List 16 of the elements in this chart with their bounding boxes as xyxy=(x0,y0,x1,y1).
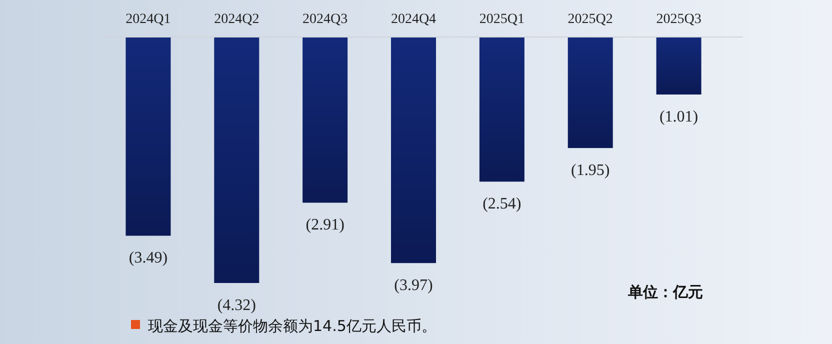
x-tick-label: 2025Q1 xyxy=(479,12,524,27)
x-tick-label: 2024Q3 xyxy=(302,12,348,27)
data-label: (4.32) xyxy=(217,297,256,314)
data-label: (1.01) xyxy=(659,108,698,126)
data-label: (3.49) xyxy=(128,250,168,267)
data-label: (3.97) xyxy=(394,277,433,294)
x-tick-label: 2025Q2 xyxy=(568,12,613,27)
x-tick-label: 2024Q2 xyxy=(214,12,260,27)
text: 现金及现金等价物余额为14.5亿元人民币。 xyxy=(148,317,436,335)
x-tick-label: 2024Q1 xyxy=(126,12,171,27)
data-label: (1.95) xyxy=(571,162,610,180)
text: 单位：亿元 xyxy=(627,283,703,301)
x-tick-label: 2025Q3 xyxy=(656,12,702,27)
data-label: (2.54) xyxy=(482,196,522,213)
x-tick-label: 2024Q4 xyxy=(390,12,436,27)
data-label: (2.91) xyxy=(306,216,344,234)
